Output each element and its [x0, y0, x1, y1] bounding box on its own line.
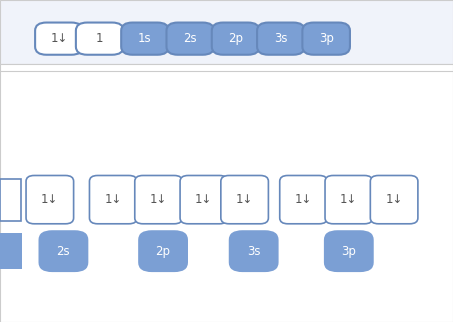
- Text: 3p: 3p: [319, 32, 333, 45]
- Text: 1↓: 1↓: [195, 193, 212, 206]
- Text: 1s: 1s: [138, 32, 152, 45]
- Text: 3s: 3s: [247, 245, 260, 258]
- FancyBboxPatch shape: [257, 23, 304, 55]
- Text: 1↓: 1↓: [340, 193, 357, 206]
- FancyBboxPatch shape: [180, 175, 228, 224]
- FancyBboxPatch shape: [229, 230, 279, 272]
- Text: 2p: 2p: [228, 32, 243, 45]
- FancyBboxPatch shape: [212, 23, 260, 55]
- FancyBboxPatch shape: [76, 23, 123, 55]
- Text: 1↓: 1↓: [295, 193, 312, 206]
- Text: 2s: 2s: [183, 32, 197, 45]
- Text: 1↓: 1↓: [386, 193, 403, 206]
- Text: 3s: 3s: [274, 32, 288, 45]
- FancyBboxPatch shape: [280, 175, 327, 224]
- Text: 2s: 2s: [57, 245, 70, 258]
- Text: 1↓: 1↓: [105, 193, 122, 206]
- FancyBboxPatch shape: [89, 175, 137, 224]
- Text: 1↓: 1↓: [41, 193, 58, 206]
- Text: 1: 1: [96, 32, 103, 45]
- Text: 1↓: 1↓: [50, 32, 67, 45]
- FancyBboxPatch shape: [135, 175, 182, 224]
- FancyBboxPatch shape: [0, 64, 453, 322]
- FancyBboxPatch shape: [324, 230, 374, 272]
- FancyBboxPatch shape: [39, 230, 88, 272]
- FancyBboxPatch shape: [138, 230, 188, 272]
- FancyBboxPatch shape: [26, 175, 73, 224]
- FancyBboxPatch shape: [121, 23, 169, 55]
- Text: 1↓: 1↓: [236, 193, 253, 206]
- FancyBboxPatch shape: [0, 179, 21, 221]
- FancyBboxPatch shape: [325, 175, 373, 224]
- FancyBboxPatch shape: [303, 23, 350, 55]
- FancyBboxPatch shape: [0, 0, 453, 64]
- FancyBboxPatch shape: [221, 175, 268, 224]
- FancyBboxPatch shape: [167, 23, 214, 55]
- Text: 1↓: 1↓: [150, 193, 167, 206]
- FancyBboxPatch shape: [0, 233, 23, 269]
- FancyBboxPatch shape: [35, 23, 82, 55]
- FancyBboxPatch shape: [371, 175, 418, 224]
- Text: 3p: 3p: [342, 245, 356, 258]
- Text: 2p: 2p: [155, 245, 171, 258]
